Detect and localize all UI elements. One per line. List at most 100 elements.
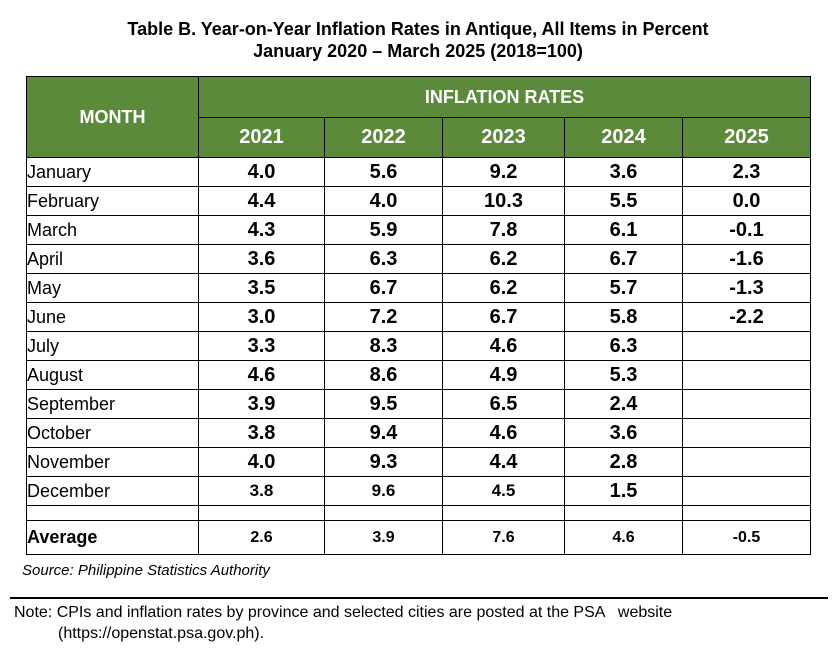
value-cell: 5.8	[564, 302, 683, 332]
year-header: 2021	[198, 117, 325, 158]
value-cell: 4.0	[198, 447, 325, 477]
value-cell: 3.6	[564, 157, 683, 187]
table-row: September 3.9 9.5 6.5 2.4	[26, 389, 812, 419]
value-cell: 6.5	[442, 389, 565, 419]
value-cell: 9.6	[324, 476, 443, 506]
month-cell: November	[26, 447, 199, 477]
table-title: Table B. Year-on-Year Inflation Rates in…	[127, 19, 709, 39]
value-cell: 5.7	[564, 273, 683, 303]
value-cell: 4.4	[198, 186, 325, 216]
value-cell: 3.8	[198, 418, 325, 448]
value-cell: 6.3	[324, 244, 443, 274]
table-row: May 3.5 6.7 6.2 5.7 -1.3	[26, 273, 812, 303]
value-cell: 9.2	[442, 157, 565, 187]
value-cell: 6.7	[564, 244, 683, 274]
value-cell: 5.5	[564, 186, 683, 216]
value-cell	[681, 447, 812, 477]
table-row: February 4.4 4.0 10.3 5.5 0.0	[26, 186, 812, 216]
value-cell: 6.3	[564, 331, 683, 361]
table-row: June 3.0 7.2 6.7 5.8 -2.2	[26, 302, 812, 332]
value-cell: 6.2	[442, 244, 565, 274]
value-cell: 3.8	[198, 476, 325, 506]
inflation-rates-header: INFLATION RATES	[197, 76, 812, 118]
year-header: 2025	[681, 117, 812, 158]
footnote-line-2: (https://openstat.psa.gov.ph).	[58, 625, 265, 642]
footnote-line-1: Note: CPIs and inflation rates by provin…	[14, 604, 673, 621]
value-cell: 9.5	[324, 389, 443, 419]
spacer-row	[26, 505, 812, 521]
year-header: 2022	[324, 117, 443, 158]
average-row: Average 2.6 3.9 7.6 4.6 -0.5	[26, 520, 812, 555]
value-cell: 4.5	[442, 476, 565, 506]
value-cell: -2.2	[681, 302, 812, 332]
value-cell: 0.0	[681, 186, 812, 216]
average-value-cell: 2.6	[198, 520, 325, 555]
month-cell: April	[26, 244, 199, 274]
table-row: October 3.8 9.4 4.6 3.6	[26, 418, 812, 448]
value-cell: 2.3	[681, 157, 812, 187]
value-cell	[681, 389, 812, 419]
value-cell: 4.9	[442, 360, 565, 390]
value-cell: 1.5	[564, 476, 683, 506]
value-cell	[681, 360, 812, 390]
value-cell: 10.3	[442, 186, 565, 216]
year-header: 2024	[564, 117, 683, 158]
value-cell: 3.9	[198, 389, 325, 419]
month-cell: October	[26, 418, 199, 448]
value-cell: 6.7	[442, 302, 565, 332]
table-subtitle: January 2020 – March 2025 (2018=100)	[253, 41, 583, 61]
value-cell: 3.3	[198, 331, 325, 361]
table-row: August 4.6 8.6 4.9 5.3	[26, 360, 812, 390]
value-cell: 5.3	[564, 360, 683, 390]
value-cell: 3.5	[198, 273, 325, 303]
value-cell: 6.1	[564, 215, 683, 245]
value-cell: 4.3	[198, 215, 325, 245]
value-cell: 5.9	[324, 215, 443, 245]
table-row: March 4.3 5.9 7.8 6.1 -0.1	[26, 215, 812, 245]
month-cell: September	[26, 389, 199, 419]
value-cell: 2.4	[564, 389, 683, 419]
value-cell	[681, 418, 812, 448]
average-value-cell: 3.9	[324, 520, 443, 555]
average-value-cell: 4.6	[564, 520, 683, 555]
value-cell: 3.0	[198, 302, 325, 332]
source-note: Source: Philippine Statistics Authority	[22, 562, 270, 579]
value-cell: 8.6	[324, 360, 443, 390]
value-cell	[681, 476, 812, 506]
value-cell: 4.6	[442, 418, 565, 448]
month-header: MONTH	[26, 76, 199, 158]
value-cell: 3.6	[564, 418, 683, 448]
value-cell: 3.6	[198, 244, 325, 274]
month-cell: March	[26, 215, 199, 245]
average-label: Average	[26, 520, 199, 555]
value-cell: 4.0	[198, 157, 325, 187]
year-header: 2023	[442, 117, 565, 158]
table-row: January 4.0 5.6 9.2 3.6 2.3	[26, 157, 812, 187]
table-row: July 3.3 8.3 4.6 6.3	[26, 331, 812, 361]
value-cell: 2.8	[564, 447, 683, 477]
value-cell: 9.4	[324, 418, 443, 448]
divider	[10, 597, 828, 599]
value-cell: 4.0	[324, 186, 443, 216]
value-cell: 9.3	[324, 447, 443, 477]
value-cell: 6.2	[442, 273, 565, 303]
value-cell: 8.3	[324, 331, 443, 361]
month-cell: February	[26, 186, 199, 216]
inflation-table: MONTH INFLATION RATES 2021 2022 2023 202…	[26, 76, 812, 555]
table-row: December 3.8 9.6 4.5 1.5	[26, 476, 812, 506]
month-cell: May	[26, 273, 199, 303]
value-cell: 6.7	[324, 273, 443, 303]
value-cell	[681, 331, 812, 361]
month-cell: July	[26, 331, 199, 361]
average-value-cell: 7.6	[442, 520, 565, 555]
value-cell: -0.1	[681, 215, 812, 245]
value-cell: 4.6	[198, 360, 325, 390]
value-cell: 7.8	[442, 215, 565, 245]
value-cell: 7.2	[324, 302, 443, 332]
value-cell: -1.6	[681, 244, 812, 274]
average-value-cell: -0.5	[681, 520, 812, 555]
month-cell: January	[26, 157, 199, 187]
month-cell: December	[26, 476, 199, 506]
month-cell: August	[26, 360, 199, 390]
value-cell: 4.6	[442, 331, 565, 361]
